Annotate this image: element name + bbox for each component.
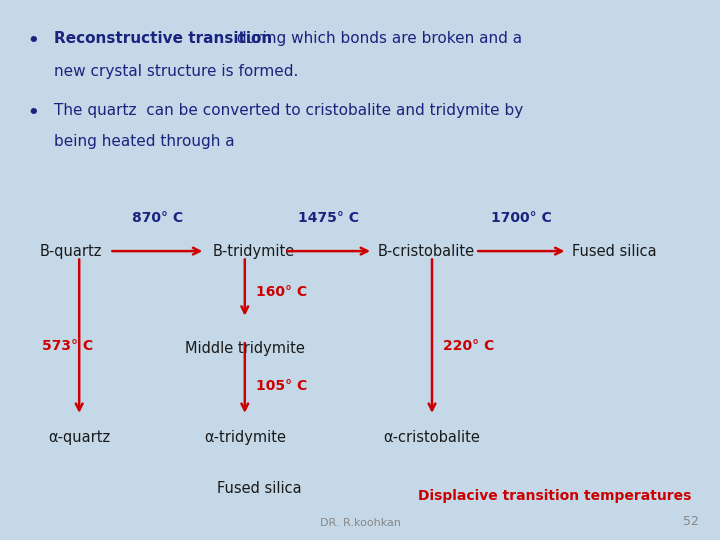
Text: B-quartz: B-quartz [40,244,102,259]
Text: 1475° C: 1475° C [298,211,359,225]
Text: DR. R.koohkan: DR. R.koohkan [320,518,400,528]
Text: Middle tridymite: Middle tridymite [185,341,305,356]
Text: 105° C: 105° C [256,379,307,393]
Text: The quartz  can be converted to cristobalite and tridymite by: The quartz can be converted to cristobal… [54,103,523,118]
Text: B-tridymite: B-tridymite [212,244,294,259]
Text: •: • [27,104,39,122]
Text: α-quartz: α-quartz [48,430,110,445]
Text: α-tridymite: α-tridymite [204,430,286,445]
Text: new crystal structure is formed.: new crystal structure is formed. [54,64,298,79]
Text: 870° C: 870° C [132,211,183,225]
Text: during which bonds are broken and a: during which bonds are broken and a [232,31,522,46]
Text: 160° C: 160° C [256,285,307,299]
Text: being heated through a: being heated through a [54,134,235,149]
Text: •: • [27,32,39,50]
Text: 220° C: 220° C [443,339,494,353]
Text: Reconstructive transition: Reconstructive transition [54,31,272,46]
Text: 52: 52 [683,515,698,528]
Text: 573° C: 573° C [42,339,93,353]
Text: Fused silica: Fused silica [217,481,302,496]
Text: Fused silica: Fused silica [572,244,657,259]
Text: Displacive transition temperatures: Displacive transition temperatures [418,489,691,503]
Text: B-cristobalite: B-cristobalite [378,244,475,259]
Text: α-cristobalite: α-cristobalite [384,430,480,445]
Text: 1700° C: 1700° C [491,211,552,225]
